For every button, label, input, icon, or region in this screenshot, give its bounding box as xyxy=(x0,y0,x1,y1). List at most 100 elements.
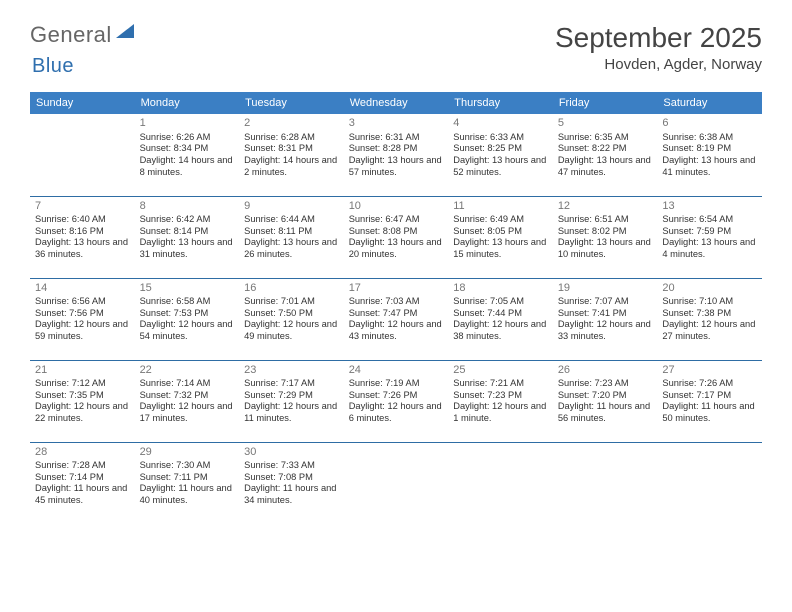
day-info: Sunrise: 6:54 AMSunset: 7:59 PMDaylight:… xyxy=(662,214,757,260)
calendar-cell: 5Sunrise: 6:35 AMSunset: 8:22 PMDaylight… xyxy=(553,114,658,196)
day-number: 9 xyxy=(244,200,339,214)
day-number: 23 xyxy=(244,364,339,378)
calendar-cell: 13Sunrise: 6:54 AMSunset: 7:59 PMDayligh… xyxy=(657,196,762,278)
day-info: Sunrise: 7:10 AMSunset: 7:38 PMDaylight:… xyxy=(662,296,757,342)
day-info: Sunrise: 6:31 AMSunset: 8:28 PMDaylight:… xyxy=(349,132,444,178)
brand-word1: General xyxy=(30,22,112,48)
calendar-cell: 3Sunrise: 6:31 AMSunset: 8:28 PMDaylight… xyxy=(344,114,449,196)
day-info: Sunrise: 7:33 AMSunset: 7:08 PMDaylight:… xyxy=(244,460,339,506)
title-block: September 2025 Hovden, Agder, Norway xyxy=(555,22,762,73)
weekday-header: Saturday xyxy=(657,92,762,114)
day-number: 10 xyxy=(349,200,444,214)
calendar-body: 1Sunrise: 6:26 AMSunset: 8:34 PMDaylight… xyxy=(30,114,762,524)
day-number: 27 xyxy=(662,364,757,378)
day-info: Sunrise: 7:12 AMSunset: 7:35 PMDaylight:… xyxy=(35,378,130,424)
day-number: 19 xyxy=(558,282,653,296)
calendar-cell: 19Sunrise: 7:07 AMSunset: 7:41 PMDayligh… xyxy=(553,278,658,360)
day-number: 26 xyxy=(558,364,653,378)
day-number: 2 xyxy=(244,117,339,131)
day-info: Sunrise: 6:33 AMSunset: 8:25 PMDaylight:… xyxy=(453,132,548,178)
day-info: Sunrise: 6:49 AMSunset: 8:05 PMDaylight:… xyxy=(453,214,548,260)
day-number: 5 xyxy=(558,117,653,131)
brand-word2: Blue xyxy=(32,55,74,77)
calendar-cell: 15Sunrise: 6:58 AMSunset: 7:53 PMDayligh… xyxy=(135,278,240,360)
weekday-header: Monday xyxy=(135,92,240,114)
day-number: 11 xyxy=(453,200,548,214)
calendar-cell: 30Sunrise: 7:33 AMSunset: 7:08 PMDayligh… xyxy=(239,442,344,524)
calendar-cell: 12Sunrise: 6:51 AMSunset: 8:02 PMDayligh… xyxy=(553,196,658,278)
day-number: 21 xyxy=(35,364,130,378)
calendar-cell: 16Sunrise: 7:01 AMSunset: 7:50 PMDayligh… xyxy=(239,278,344,360)
calendar-cell: 1Sunrise: 6:26 AMSunset: 8:34 PMDaylight… xyxy=(135,114,240,196)
calendar-cell: 23Sunrise: 7:17 AMSunset: 7:29 PMDayligh… xyxy=(239,360,344,442)
day-info: Sunrise: 7:07 AMSunset: 7:41 PMDaylight:… xyxy=(558,296,653,342)
day-info: Sunrise: 6:35 AMSunset: 8:22 PMDaylight:… xyxy=(558,132,653,178)
day-info: Sunrise: 7:01 AMSunset: 7:50 PMDaylight:… xyxy=(244,296,339,342)
day-number: 16 xyxy=(244,282,339,296)
calendar-table: SundayMondayTuesdayWednesdayThursdayFrid… xyxy=(30,92,762,524)
day-info: Sunrise: 6:47 AMSunset: 8:08 PMDaylight:… xyxy=(349,214,444,260)
day-info: Sunrise: 7:19 AMSunset: 7:26 PMDaylight:… xyxy=(349,378,444,424)
day-number: 17 xyxy=(349,282,444,296)
day-info: Sunrise: 6:42 AMSunset: 8:14 PMDaylight:… xyxy=(140,214,235,260)
day-number: 24 xyxy=(349,364,444,378)
day-info: Sunrise: 7:14 AMSunset: 7:32 PMDaylight:… xyxy=(140,378,235,424)
day-number: 12 xyxy=(558,200,653,214)
calendar-cell xyxy=(344,442,449,524)
day-number: 4 xyxy=(453,117,548,131)
calendar-cell: 2Sunrise: 6:28 AMSunset: 8:31 PMDaylight… xyxy=(239,114,344,196)
weekday-header: Friday xyxy=(553,92,658,114)
brand-logo: General xyxy=(30,22,136,48)
day-number: 18 xyxy=(453,282,548,296)
calendar-cell: 22Sunrise: 7:14 AMSunset: 7:32 PMDayligh… xyxy=(135,360,240,442)
day-info: Sunrise: 7:30 AMSunset: 7:11 PMDaylight:… xyxy=(140,460,235,506)
day-number: 14 xyxy=(35,282,130,296)
calendar-cell: 6Sunrise: 6:38 AMSunset: 8:19 PMDaylight… xyxy=(657,114,762,196)
calendar-cell: 27Sunrise: 7:26 AMSunset: 7:17 PMDayligh… xyxy=(657,360,762,442)
month-title: September 2025 xyxy=(555,22,762,54)
weekday-header: Sunday xyxy=(30,92,135,114)
day-info: Sunrise: 7:05 AMSunset: 7:44 PMDaylight:… xyxy=(453,296,548,342)
day-number: 3 xyxy=(349,117,444,131)
calendar-cell: 14Sunrise: 6:56 AMSunset: 7:56 PMDayligh… xyxy=(30,278,135,360)
location: Hovden, Agder, Norway xyxy=(555,56,762,73)
weekday-header: Tuesday xyxy=(239,92,344,114)
weekday-header: Thursday xyxy=(448,92,553,114)
day-info: Sunrise: 7:17 AMSunset: 7:29 PMDaylight:… xyxy=(244,378,339,424)
calendar-cell: 25Sunrise: 7:21 AMSunset: 7:23 PMDayligh… xyxy=(448,360,553,442)
day-info: Sunrise: 6:28 AMSunset: 8:31 PMDaylight:… xyxy=(244,132,339,178)
calendar-cell: 17Sunrise: 7:03 AMSunset: 7:47 PMDayligh… xyxy=(344,278,449,360)
calendar-head: SundayMondayTuesdayWednesdayThursdayFrid… xyxy=(30,92,762,114)
calendar-cell xyxy=(448,442,553,524)
calendar-cell: 26Sunrise: 7:23 AMSunset: 7:20 PMDayligh… xyxy=(553,360,658,442)
day-number: 30 xyxy=(244,446,339,460)
day-number: 6 xyxy=(662,117,757,131)
day-number: 29 xyxy=(140,446,235,460)
day-number: 7 xyxy=(35,200,130,214)
day-info: Sunrise: 6:44 AMSunset: 8:11 PMDaylight:… xyxy=(244,214,339,260)
day-number: 22 xyxy=(140,364,235,378)
calendar-cell: 21Sunrise: 7:12 AMSunset: 7:35 PMDayligh… xyxy=(30,360,135,442)
calendar-cell: 4Sunrise: 6:33 AMSunset: 8:25 PMDaylight… xyxy=(448,114,553,196)
day-info: Sunrise: 7:26 AMSunset: 7:17 PMDaylight:… xyxy=(662,378,757,424)
calendar-cell xyxy=(553,442,658,524)
calendar-cell: 10Sunrise: 6:47 AMSunset: 8:08 PMDayligh… xyxy=(344,196,449,278)
calendar-cell: 9Sunrise: 6:44 AMSunset: 8:11 PMDaylight… xyxy=(239,196,344,278)
day-info: Sunrise: 6:51 AMSunset: 8:02 PMDaylight:… xyxy=(558,214,653,260)
weekday-header: Wednesday xyxy=(344,92,449,114)
day-number: 13 xyxy=(662,200,757,214)
calendar-cell: 29Sunrise: 7:30 AMSunset: 7:11 PMDayligh… xyxy=(135,442,240,524)
day-info: Sunrise: 7:28 AMSunset: 7:14 PMDaylight:… xyxy=(35,460,130,506)
calendar-cell: 8Sunrise: 6:42 AMSunset: 8:14 PMDaylight… xyxy=(135,196,240,278)
day-number: 20 xyxy=(662,282,757,296)
calendar-cell xyxy=(657,442,762,524)
day-number: 25 xyxy=(453,364,548,378)
calendar-cell: 18Sunrise: 7:05 AMSunset: 7:44 PMDayligh… xyxy=(448,278,553,360)
day-info: Sunrise: 7:23 AMSunset: 7:20 PMDaylight:… xyxy=(558,378,653,424)
day-number: 15 xyxy=(140,282,235,296)
day-number: 28 xyxy=(35,446,130,460)
calendar-cell: 24Sunrise: 7:19 AMSunset: 7:26 PMDayligh… xyxy=(344,360,449,442)
day-info: Sunrise: 6:38 AMSunset: 8:19 PMDaylight:… xyxy=(662,132,757,178)
day-number: 1 xyxy=(140,117,235,131)
calendar-cell: 11Sunrise: 6:49 AMSunset: 8:05 PMDayligh… xyxy=(448,196,553,278)
